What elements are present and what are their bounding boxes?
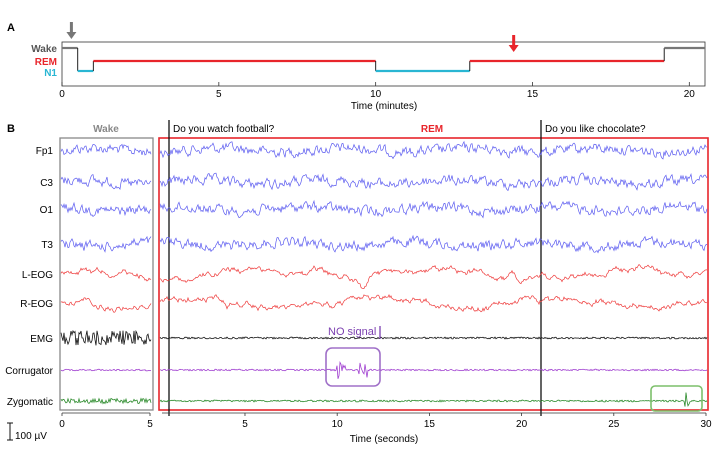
x-tick-label: 30 [700,419,712,430]
channel-label-r-eog: R-EOG [20,299,53,310]
trace-o1 [60,201,152,218]
x-tick-label: 10 [332,419,344,430]
panel-b: B Wake REM Do you watch football? Do you… [5,120,712,445]
trace-o1 [159,199,708,219]
trace-t3 [159,234,708,254]
scale-bar-label: 100 µV [15,431,47,442]
stage-label-rem: REM [35,57,57,68]
channel-label-fp1: Fp1 [36,146,54,157]
marker-arrow-head [66,32,77,39]
channel-labels: Fp1 C3 O1 T3 L-EOG R-EOG EMG Corrugator Zygomati… [5,146,53,408]
stage-label-n1: N1 [44,68,57,79]
panel-a: A Wake REM N1 0 5 10 15 20 Time (minutes) [7,22,706,112]
trace-corrugator [159,360,708,379]
channel-label-l-eog: L-EOG [22,270,53,281]
no-signal-highlight-box [325,347,381,387]
hypnogram-trace [62,46,705,73]
trace-fp1 [159,140,708,160]
x-tick-label: 0 [59,89,65,100]
x-tick-label: 25 [608,419,620,430]
trace-r-eog [159,294,708,313]
trace-zygomatic [159,392,708,407]
trace-corrugator [60,368,152,372]
x-tick-label: 20 [516,419,528,430]
signal-x-label: Time (seconds) [350,434,419,445]
stage-label-wake: Wake [31,44,57,55]
channel-label-zygomatic: Zygomatic [7,397,53,408]
trace-c3 [159,172,708,192]
zygomatic-highlight-box [650,385,703,412]
trace-fp1 [60,143,152,156]
panel-a-label: A [7,22,15,34]
trace-t3 [60,235,152,253]
x-tick-label: 15 [424,419,436,430]
x-tick-label: 5 [216,89,222,100]
question-2-label: Do you like chocolate? [545,124,646,135]
rem-segment-box [158,137,709,411]
trace-l-eog [159,263,708,289]
hypnogram-frame [61,41,706,87]
trace-l-eog [60,266,152,282]
marker-arrow-head [508,45,519,52]
signal-traces [60,140,708,407]
channel-label-t3: T3 [41,240,53,251]
trace-zygomatic [60,397,152,405]
channel-label-emg: EMG [30,334,53,345]
wake-segment-box [59,137,154,411]
x-tick-label: 15 [527,89,539,100]
trace-emg [159,336,708,340]
hypnogram-x-ticks: 0 5 10 15 20 [59,82,695,100]
trace-emg [60,329,152,346]
x-tick-label: 5 [242,419,248,430]
hypnogram-markers [66,22,519,52]
x-tick-label: 5 [147,419,153,430]
signal-x-ticks: 0 5 5 10 15 20 25 30 [59,413,712,430]
channel-label-o1: O1 [40,205,54,216]
channel-label-corrugator: Corrugator [5,366,53,377]
panel-b-label: B [7,123,15,135]
x-tick-label: 10 [370,89,382,100]
trace-c3 [60,174,152,190]
trace-r-eog [60,297,152,313]
question-1-label: Do you watch football? [173,124,275,135]
wake-segment-label: Wake [93,124,119,135]
channel-label-c3: C3 [40,178,53,189]
hypnogram-x-label: Time (minutes) [351,101,417,112]
x-tick-label: 0 [59,419,65,430]
no-signal-annotation: NO signal [328,326,376,338]
rem-segment-label: REM [421,124,443,135]
x-tick-label: 20 [684,89,696,100]
